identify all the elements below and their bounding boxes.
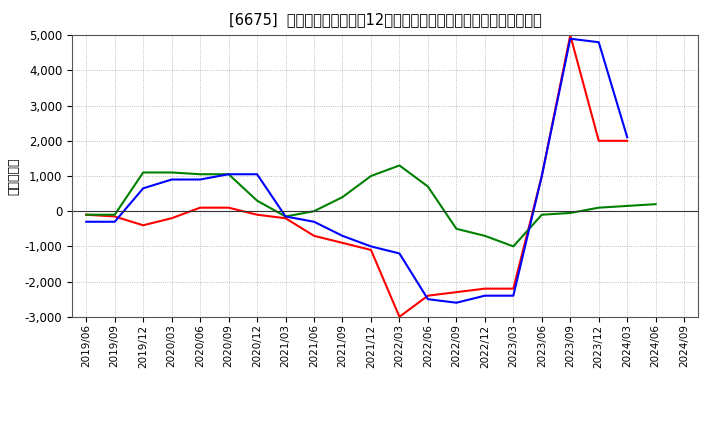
Title: [6675]  キャッシュフローの12か月移動合計の対前年同期増減額の推移: [6675] キャッシュフローの12か月移動合計の対前年同期増減額の推移 — [229, 12, 541, 27]
Y-axis label: （百万円）: （百万円） — [7, 157, 20, 195]
